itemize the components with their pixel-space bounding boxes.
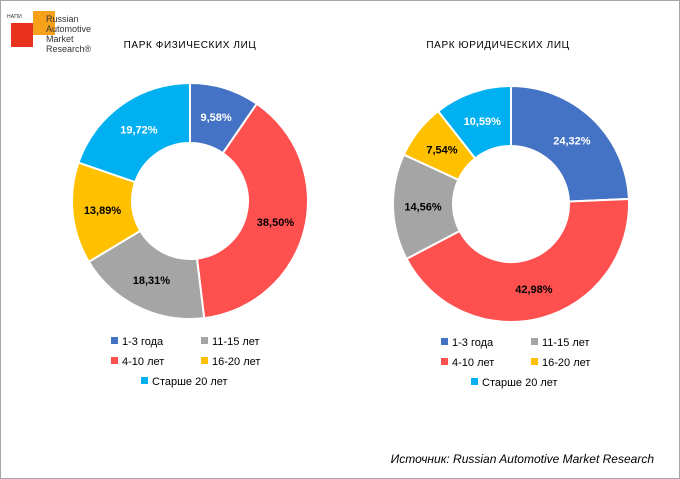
logo-small-text: НАПИ bbox=[7, 14, 22, 20]
legend-swatch bbox=[111, 357, 118, 364]
slice-20+ bbox=[436, 84, 512, 160]
legend-item-20plus: Старше 20 лет bbox=[471, 377, 558, 389]
legend-swatch bbox=[531, 358, 538, 365]
logo-line-3: Market bbox=[46, 34, 74, 44]
logo-brand-text: Russian Automotive Market Research® bbox=[46, 14, 91, 54]
legend-item-1-3: 1-3 года bbox=[441, 337, 493, 349]
legend-label: 16-20 лет bbox=[542, 357, 591, 369]
data-label-4-10: 42,98% bbox=[515, 284, 553, 296]
legend-swatch bbox=[471, 378, 478, 385]
legend-swatch bbox=[201, 337, 208, 344]
legend-swatch bbox=[441, 358, 448, 365]
legend-swatch bbox=[141, 377, 148, 384]
logo-orange-square bbox=[33, 11, 55, 35]
data-label-11-15: 14,56% bbox=[404, 201, 442, 213]
legend-item-20plus: Старше 20 лет bbox=[141, 376, 228, 388]
chart-title-legal-entities: ПАРК ЮРИДИЧЕСКИХ ЛИЦ bbox=[426, 40, 570, 51]
data-label-20+: 10,59% bbox=[464, 116, 502, 128]
legend-label: 11-15 лет bbox=[212, 336, 260, 348]
legend-swatch bbox=[531, 338, 538, 345]
slice-4-10 bbox=[405, 197, 630, 323]
legend-item-1-3: 1-3 года bbox=[111, 336, 163, 348]
donut-0: 9,58% 38,50% 18,31% 13,89% 19,72% bbox=[71, 81, 309, 320]
logo-line-1: Russian bbox=[46, 14, 79, 24]
legend-item-4-10: 4-10 лет bbox=[441, 357, 494, 369]
legend-item-16-20: 16-20 лет bbox=[201, 356, 260, 368]
data-label-11-15: 18,31% bbox=[133, 275, 171, 287]
slice-1-3 bbox=[510, 84, 630, 203]
legend-item-16-20: 16-20 лет bbox=[531, 357, 590, 369]
data-label-16-20: 13,89% bbox=[84, 205, 122, 217]
data-label-1-3: 24,32% bbox=[553, 135, 591, 147]
data-label-20+: 19,72% bbox=[120, 124, 158, 136]
slice-4-10 bbox=[195, 102, 309, 320]
logo-line-4: Research® bbox=[46, 44, 92, 54]
legend-label: 4-10 лет bbox=[122, 356, 165, 368]
legend-item-4-10: 4-10 лет bbox=[111, 356, 164, 368]
legend-swatch bbox=[201, 357, 208, 364]
legend-label: 16-20 лет bbox=[212, 356, 261, 368]
legend-label: Старше 20 лет bbox=[152, 376, 228, 388]
chart-title-individuals: ПАРК ФИЗИЧЕСКИХ ЛИЦ bbox=[123, 40, 257, 51]
legend-label: 11-15 лет bbox=[542, 337, 590, 349]
legend-label: 1-3 года bbox=[452, 337, 494, 349]
legend-label: 4-10 лет bbox=[452, 357, 495, 369]
data-label-1-3: 9,58% bbox=[200, 112, 231, 124]
rar-logo: НАПИ Russian Automotive Market Research® bbox=[7, 9, 97, 65]
data-label-4-10: 38,50% bbox=[257, 217, 295, 229]
donut-1: 24,32% 42,98% 14,56% 7,54% 10,59% bbox=[392, 84, 630, 323]
source-note: Источник: Russian Automotive Market Rese… bbox=[390, 452, 654, 466]
legend-item-11-15: 11-15 лет bbox=[531, 337, 590, 349]
data-label-16-20: 7,54% bbox=[426, 144, 457, 156]
logo-red-square bbox=[11, 23, 33, 47]
legend-label: Старше 20 лет bbox=[482, 377, 558, 389]
legend-label: 1-3 года bbox=[122, 336, 164, 348]
legend-swatch bbox=[111, 337, 118, 344]
logo-line-2: Automotive bbox=[46, 24, 92, 34]
legend-swatch bbox=[441, 338, 448, 345]
slice-20+ bbox=[77, 81, 191, 184]
legend-item-11-15: 11-15 лет bbox=[201, 336, 260, 348]
